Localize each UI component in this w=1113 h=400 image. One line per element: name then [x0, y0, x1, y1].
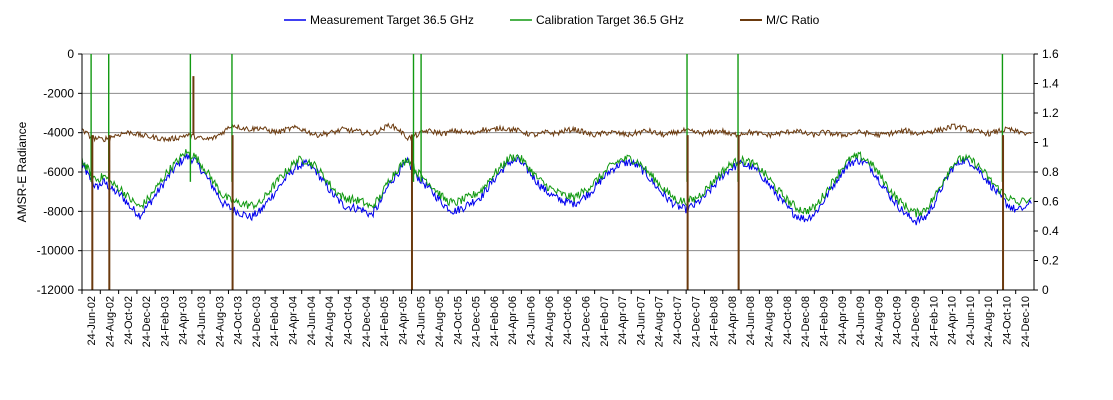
- x-tick-label: 24-Oct-09: [892, 296, 904, 345]
- x-tick-label: 24-Dec-09: [910, 296, 922, 347]
- x-tick-label: 24-Feb-04: [269, 296, 281, 347]
- x-tick-label: 24-Apr-09: [837, 296, 849, 345]
- left-tick-label: -2000: [43, 86, 74, 100]
- x-tick-label: 24-Dec-08: [800, 296, 812, 347]
- legend-label: M/C Ratio: [766, 13, 820, 27]
- x-tick-label: 24-Oct-05: [452, 296, 464, 345]
- x-tick-label: 24-Oct-04: [342, 296, 354, 345]
- x-tick-label: 24-Aug-08: [764, 296, 776, 347]
- y-axis-title: AMSR-E Radiance: [15, 121, 29, 222]
- x-tick-label: 24-Dec-10: [1020, 296, 1032, 347]
- right-axis-ticks: 1.6 1.4 1.2 1 0.8 0.6 0.4 0.2 0: [1034, 47, 1059, 297]
- x-tick-label: 24-Jun-02: [86, 296, 98, 346]
- x-tick-label: 24-Aug-06: [544, 296, 556, 347]
- x-tick-label: 24-Dec-06: [580, 296, 592, 347]
- x-tick-label: 24-Jun-07: [635, 296, 647, 346]
- x-tick-label: 24-Aug-03: [214, 296, 226, 347]
- x-tick-label: 24-Oct-07: [672, 296, 684, 345]
- x-tick-label: 24-Apr-03: [178, 296, 190, 345]
- x-tick-label: 24-Feb-10: [928, 296, 940, 347]
- x-tick-label: 24-Oct-06: [562, 296, 574, 345]
- x-tick-label: 24-Jun-03: [196, 296, 208, 346]
- left-tick-label: -10000: [37, 244, 75, 258]
- x-tick-label: 24-Feb-08: [709, 296, 721, 347]
- x-tick-label: 24-Apr-10: [947, 296, 959, 345]
- x-tick-label: 24-Jun-05: [416, 296, 428, 346]
- x-tick-label: 24-Feb-06: [489, 296, 501, 347]
- x-tick-label: 24-Feb-03: [159, 296, 171, 347]
- x-tick-label: 24-Apr-07: [617, 296, 629, 345]
- x-tick-label: 24-Jun-04: [306, 296, 318, 346]
- left-tick-label: -4000: [43, 126, 74, 140]
- legend-label: Calibration Target 36.5 GHz: [536, 13, 684, 27]
- x-tick-label: 24-Aug-10: [983, 296, 995, 347]
- left-tick-label: 0: [67, 47, 74, 61]
- left-tick-label: -8000: [43, 204, 74, 218]
- x-tick-label: 24-Apr-08: [727, 296, 739, 345]
- legend: Measurement Target 36.5 GHz Calibration T…: [284, 13, 820, 27]
- left-axis-ticks: 0 -2000 -4000 -6000 -8000 -10000 -12000: [37, 47, 82, 297]
- right-tick-label: 0.6: [1042, 195, 1059, 209]
- right-tick-label: 1.6: [1042, 47, 1059, 61]
- right-tick-label: 0.2: [1042, 254, 1059, 268]
- x-tick-label: 24-Aug-09: [873, 296, 885, 347]
- right-tick-label: 0.4: [1042, 224, 1059, 238]
- x-tick-label: 24-Aug-02: [104, 296, 116, 347]
- x-tick-label: 24-Jun-06: [526, 296, 538, 346]
- right-tick-label: 0: [1042, 283, 1049, 297]
- x-tick-label: 24-Dec-07: [690, 296, 702, 347]
- x-tick-label: 24-Feb-07: [599, 296, 611, 347]
- right-tick-label: 1.2: [1042, 106, 1059, 120]
- x-tick-label: 24-Apr-05: [397, 296, 409, 345]
- x-tick-label: 24-Dec-05: [471, 296, 483, 347]
- x-tick-label: 24-Aug-05: [434, 296, 446, 347]
- x-tick-label: 24-Apr-04: [288, 296, 300, 345]
- series-line-2: [81, 122, 1032, 143]
- right-tick-label: 0.8: [1042, 165, 1059, 179]
- series-line-1: [81, 149, 1032, 218]
- right-tick-label: 1.4: [1042, 77, 1059, 91]
- x-tick-label: 24-Oct-08: [782, 296, 794, 345]
- legend-label: Measurement Target 36.5 GHz: [310, 13, 474, 27]
- gridlines: [82, 53, 1034, 291]
- x-tick-label: 24-Apr-06: [507, 296, 519, 345]
- x-tick-label: 24-Aug-04: [324, 296, 336, 347]
- x-tick-label: 24-Jun-09: [855, 296, 867, 346]
- series-layer: [81, 54, 1032, 290]
- left-tick-label: -6000: [43, 165, 74, 179]
- right-tick-label: 1: [1042, 136, 1049, 150]
- x-tick-label: 24-Jun-08: [745, 296, 757, 346]
- x-tick-label: 24-Feb-09: [818, 296, 830, 347]
- x-tick-label: 24-Dec-04: [361, 296, 373, 347]
- x-tick-label: 24-Oct-03: [233, 296, 245, 345]
- x-tick-label: 24-Aug-07: [654, 296, 666, 347]
- x-tick-label: 24-Oct-10: [1002, 296, 1014, 345]
- left-tick-label: -12000: [37, 283, 75, 297]
- x-tick-label: 24-Feb-05: [379, 296, 391, 347]
- x-tick-label: 24-Jun-10: [965, 296, 977, 346]
- x-axis-ticks: 24-Jun-02 24-Aug-02 24-Oct-02 24-Dec-02 24-F…: [81, 290, 1032, 347]
- x-tick-label: 24-Dec-02: [141, 296, 153, 347]
- x-tick-label: 24-Oct-02: [123, 296, 135, 345]
- x-tick-label: 24-Dec-03: [251, 296, 263, 347]
